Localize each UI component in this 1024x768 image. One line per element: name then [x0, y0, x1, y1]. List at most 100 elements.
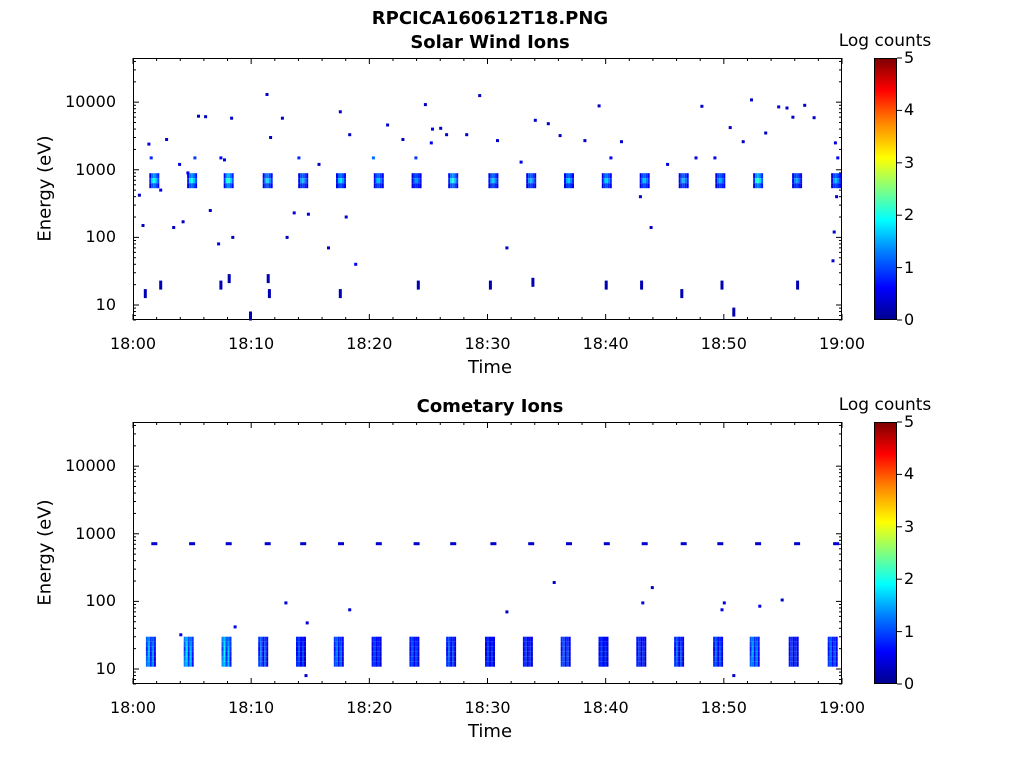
spectrogram-bin: [423, 103, 427, 107]
spectrogram-bin: [450, 183, 453, 189]
spectrogram-bin: [229, 651, 232, 657]
spectrogram-bin: [790, 636, 793, 642]
spectrogram-bin: [342, 173, 344, 179]
spectrogram-bin: [300, 641, 302, 647]
spectrogram-bin: [645, 173, 648, 179]
spectrogram-bin: [753, 646, 756, 652]
spectrogram-bin: [151, 651, 154, 657]
spectrogram-bin: [191, 651, 194, 657]
spectrogram-bin: [684, 178, 687, 184]
spectrogram-bin: [753, 651, 756, 657]
spectrogram-bin: [339, 641, 342, 647]
spectrogram-bin: [229, 178, 232, 184]
spectrogram-bin: [197, 114, 200, 118]
spectrogram-bin: [298, 183, 301, 189]
spectrogram-bin: [153, 636, 156, 642]
spectrogram-bin: [411, 178, 414, 184]
spectrogram-bin: [605, 178, 608, 184]
spectrogram-bin: [534, 178, 537, 184]
y-tick-label: 10000: [65, 456, 116, 476]
spectrogram-bin: [528, 661, 531, 667]
spectrogram-bin: [302, 183, 305, 189]
spectrogram-bin: [607, 178, 610, 184]
spectrogram-bin: [493, 651, 495, 657]
spectrogram-bin: [598, 636, 601, 642]
spectrogram-bin: [191, 173, 194, 179]
spectrogram-bin: [341, 661, 344, 667]
spectrogram-bin: [600, 656, 603, 662]
spectrogram-bin: [839, 173, 842, 179]
spectrogram-bin: [496, 173, 499, 179]
spectrogram-bin: [452, 656, 455, 662]
spectrogram-bin: [715, 656, 718, 662]
spectrogram-bin: [414, 156, 418, 160]
spectrogram-bin: [413, 542, 420, 546]
spectrogram-bin: [505, 610, 509, 614]
spectrogram-bin: [227, 178, 230, 184]
spectrogram-bin: [219, 156, 223, 160]
spectrogram-bin: [411, 661, 414, 667]
spectrogram-bin: [300, 173, 303, 179]
spectrogram-bin: [149, 646, 152, 652]
spectrogram-bin: [371, 636, 374, 642]
spectrogram-bin: [338, 110, 342, 114]
spectrogram-bin: [454, 646, 457, 652]
spectrogram-bin: [452, 173, 455, 179]
x-tick-label: 18:30: [464, 334, 511, 353]
spectrogram-bin: [647, 183, 650, 189]
spectrogram-bin: [227, 661, 230, 667]
spectrogram-bin: [450, 656, 453, 662]
spectrogram-bin: [229, 183, 232, 189]
spectrogram-bin: [223, 641, 226, 647]
spectrogram-bin: [835, 661, 838, 667]
spectrogram-bin: [260, 661, 263, 667]
spectrogram-bin: [147, 142, 151, 146]
spectrogram-bin: [223, 636, 226, 642]
spectrogram-bin: [411, 641, 414, 647]
y-tick-label: 1000: [75, 523, 116, 543]
spectrogram-bin: [526, 178, 529, 184]
spectrogram-bin: [137, 193, 141, 197]
spectrogram-bin: [678, 646, 681, 652]
spectrogram-bin: [417, 661, 420, 667]
spectrogram-bin: [519, 160, 523, 164]
spectrogram-bin: [155, 173, 158, 179]
spectrogram-bin: [831, 646, 834, 652]
spectrogram-bin: [454, 183, 457, 189]
spectrogram-bin: [678, 178, 681, 184]
spectrogram-bin: [528, 636, 531, 642]
spectrogram-bin: [373, 178, 376, 184]
spectrogram-bin: [530, 641, 533, 647]
spectrogram-bin: [792, 646, 795, 652]
spectrogram-bin: [560, 656, 563, 662]
spectrogram-bin: [751, 641, 754, 647]
spectrogram-bin: [298, 651, 300, 657]
spectrogram-bin: [491, 661, 493, 667]
solar-wind-colorbar-label: Log counts: [838, 31, 932, 51]
spectrogram-bin: [304, 173, 307, 179]
spectrogram-bin: [636, 641, 639, 647]
spectrogram-bin: [339, 651, 342, 657]
spectrogram-bin: [798, 178, 801, 184]
spectrogram-bin: [189, 661, 192, 667]
spectrogram-bin: [266, 183, 269, 189]
spectrogram-bin: [304, 178, 307, 184]
spectrogram-bin: [185, 641, 188, 647]
spectrogram-bin: [339, 661, 342, 667]
spectrogram-bin: [258, 641, 261, 647]
spectrogram-bin: [225, 641, 228, 647]
spectrogram-bin: [604, 641, 607, 647]
spectrogram-bin: [493, 636, 495, 642]
spectrogram-bin: [302, 178, 305, 184]
spectrogram-bin: [790, 646, 793, 652]
spectrogram-bin: [417, 178, 420, 184]
spectrogram-bin: [417, 651, 420, 657]
spectrogram-bin: [296, 646, 298, 652]
spectrogram-bin: [149, 641, 152, 647]
spectrogram-bin: [532, 178, 535, 184]
spectrogram-bin: [833, 542, 840, 546]
spectrogram-bin: [676, 646, 679, 652]
spectrogram-bin: [488, 178, 491, 184]
spectrogram-bin: [755, 636, 758, 642]
spectrogram-bin: [448, 651, 451, 657]
